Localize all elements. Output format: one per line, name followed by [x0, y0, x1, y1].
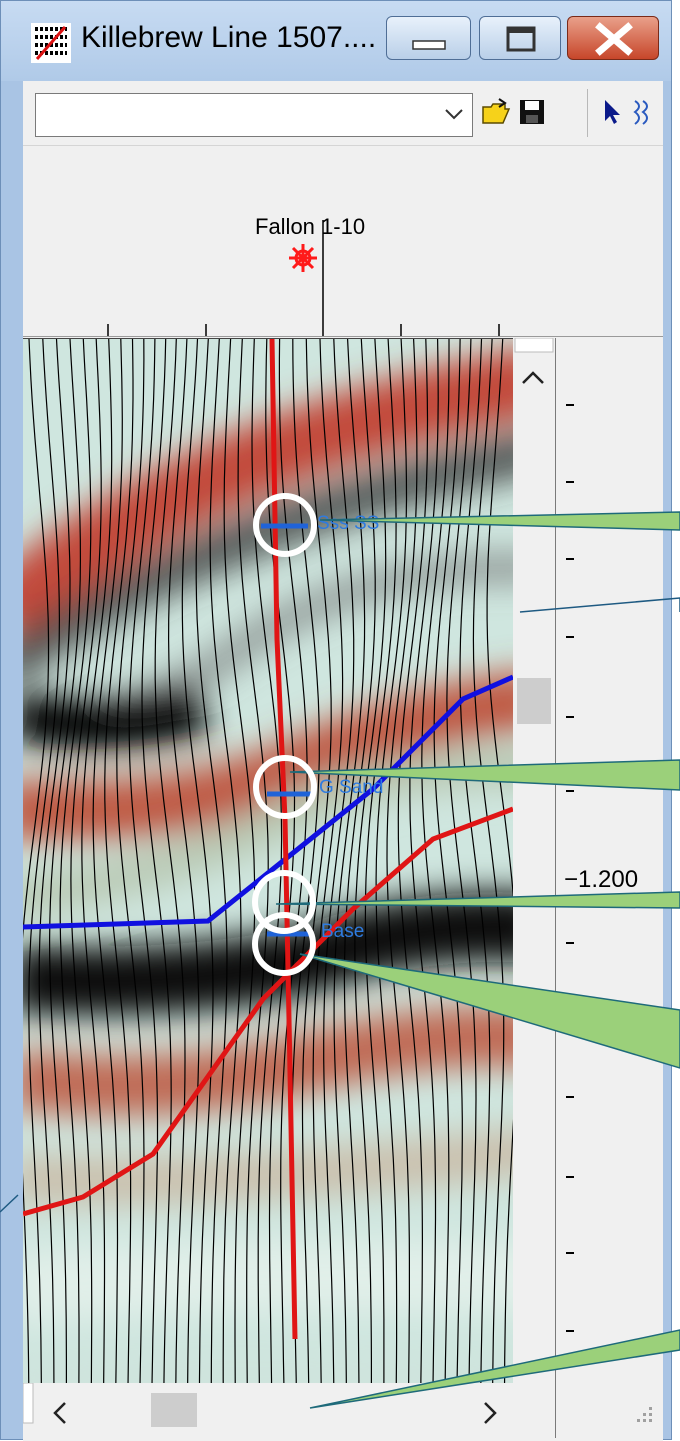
- seismic-trace: [38, 339, 71, 1439]
- seismic-trace: [70, 339, 102, 1439]
- horizon-label-1: Sss SS: [317, 513, 379, 534]
- seismic-trace: [23, 339, 50, 1439]
- seismic-trace: [28, 339, 61, 1439]
- maximize-icon: [506, 26, 536, 52]
- vertical-scrollbar[interactable]: [513, 337, 555, 1438]
- chevron-right-icon: [484, 1402, 497, 1424]
- horizon-label-2: G Sand: [319, 777, 383, 798]
- seismic-trace: [128, 339, 159, 1439]
- maximize-button[interactable]: [479, 16, 561, 60]
- toolbar-separator: [587, 89, 588, 137]
- wiggle-trace-icon[interactable]: [629, 97, 659, 127]
- minimize-button[interactable]: [386, 16, 471, 60]
- fault-line-red: [23, 806, 513, 1217]
- seismic-trace: [48, 339, 82, 1439]
- gas-well-symbol: [289, 244, 317, 272]
- seismic-line-icon: [31, 23, 71, 63]
- horizon-select[interactable]: [35, 93, 473, 137]
- chevron-up-icon: [522, 371, 544, 384]
- horizontal-scroll-thumb: [151, 1393, 197, 1427]
- save-disk-icon[interactable]: [517, 97, 547, 127]
- seismic-trace: [81, 339, 113, 1439]
- open-folder-icon[interactable]: [481, 97, 511, 127]
- title-bar[interactable]: Killebrew Line 1507....: [1, 1, 671, 81]
- seismic-wiggle-traces: [23, 339, 513, 1439]
- well-header-panel: Fallon 1-10: [23, 146, 663, 337]
- minimize-icon: [412, 40, 446, 50]
- close-button[interactable]: [567, 16, 659, 60]
- horizon-line-blue: [23, 674, 513, 930]
- seismic-trace: [141, 339, 172, 1439]
- well-header-graphics: [107, 220, 500, 336]
- window-client-area: Fallon 1-10: [23, 81, 663, 1441]
- seismic-section[interactable]: Sss SS G Sand Base: [23, 338, 513, 1439]
- horizontal-scrollbar-graphics: [23, 1382, 497, 1427]
- seismic-trace: [195, 339, 228, 1439]
- chevron-down-icon: [445, 109, 463, 120]
- seismic-trace: [167, 339, 200, 1439]
- seismic-trace: [92, 339, 123, 1439]
- time-axis-label: −1.200: [564, 866, 639, 893]
- seismic-display[interactable]: Sss SS G Sand Base: [23, 339, 513, 1439]
- horizontal-scrollbar[interactable]: [23, 1382, 555, 1441]
- seismic-trace: [154, 339, 186, 1439]
- pointer-arrow-icon[interactable]: [597, 97, 627, 127]
- seismic-trace: [59, 339, 92, 1439]
- time-axis: −1.200: [555, 338, 663, 1438]
- seismic-trace: [301, 339, 332, 1439]
- seismic-trace: [104, 339, 134, 1439]
- vertical-scrollbar-graphics: [514, 337, 554, 1428]
- well-name-label: Fallon 1-10: [255, 214, 366, 239]
- vertical-scroll-thumb: [517, 678, 551, 724]
- seismic-trace: [181, 339, 214, 1439]
- chevron-left-icon: [53, 1402, 66, 1424]
- resize-grip-icon[interactable]: [633, 1403, 657, 1427]
- seismic-trace: [209, 339, 242, 1439]
- toolbar: [23, 81, 663, 146]
- seismic-trace: [116, 339, 145, 1439]
- horizon-label-3: Base: [321, 921, 364, 942]
- window-title: Killebrew Line 1507....: [81, 21, 377, 54]
- close-icon: [595, 22, 633, 56]
